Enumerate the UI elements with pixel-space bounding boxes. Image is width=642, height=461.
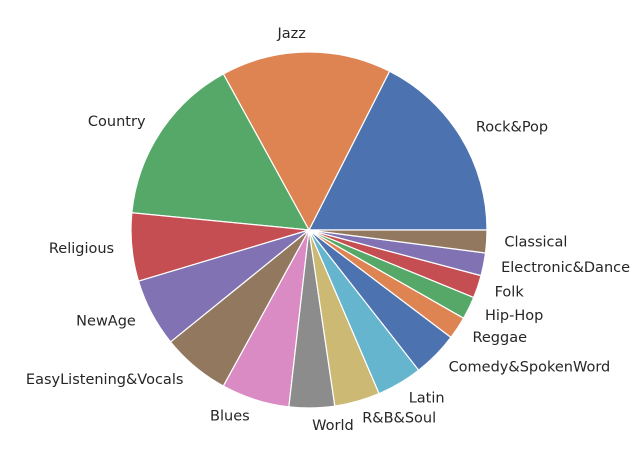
pie-slice-label-8: R&B&Soul (362, 410, 436, 426)
pie-slice-label-12: Hip-Hop (485, 308, 543, 324)
pie-slice-label-13: Folk (495, 284, 525, 300)
pie-slice-label-7: World (312, 418, 354, 434)
pie-slice-label-10: Comedy&SpokenWord (449, 359, 611, 375)
pie-slice-2 (131, 73, 310, 231)
pie-slice-label-4: NewAge (76, 313, 136, 329)
pie-slice-label-1: Jazz (276, 26, 305, 42)
pie-slice-label-9: Latin (409, 391, 445, 407)
pie-slice-label-2: Country (88, 114, 146, 130)
pie-slice-label-11: Reggae (472, 330, 527, 346)
pie-slice-1 (222, 51, 391, 231)
pie-slice-label-15: Classical (504, 235, 567, 251)
pie-slice-15 (308, 229, 488, 254)
pie-slice-label-0: Rock&Pop (476, 120, 548, 136)
pie-labels: Rock&Pop Jazz Country Religious NewAge EasyLi… (26, 26, 630, 434)
pie-slice-label-14: Electronic&Dance (501, 260, 630, 276)
pie-slice-label-5: EasyListening&Vocals (26, 372, 183, 388)
pie-slice-0 (308, 70, 488, 231)
pie-slice-label-6: Blues (210, 409, 250, 425)
pie-slices (130, 51, 488, 409)
pie-slice-label-3: Religious (49, 241, 114, 257)
